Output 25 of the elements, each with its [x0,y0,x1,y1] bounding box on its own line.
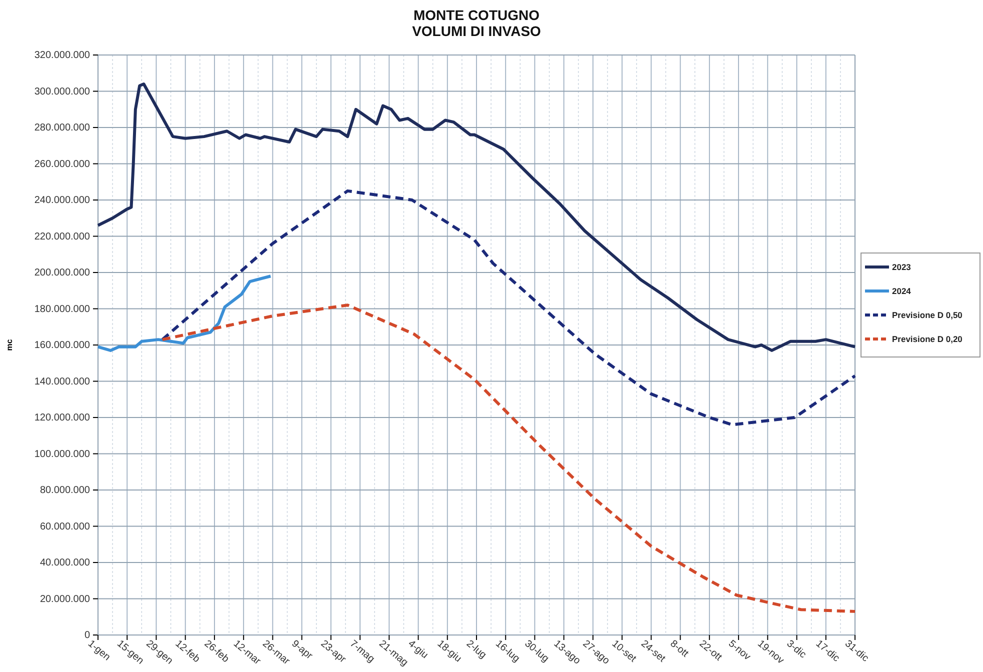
chart-title: MONTE COTUGNO VOLUMI DI INVASO [412,7,542,39]
y-tick-label: 120.000.000 [34,412,90,424]
y-tick-label: 180.000.000 [34,304,90,315]
legend-label: 2024 [892,286,912,296]
line-series [96,274,272,352]
y-tick-label: 20.000.000 [40,594,90,605]
y-tick-label: 280.000.000 [34,122,90,134]
y-tick-label: 320.000.000 [34,50,90,62]
y-tick-label: 200.000.000 [34,268,90,279]
y-tick-label: 40.000.000 [40,558,90,569]
y-tick-label: 60.000.000 [40,521,90,532]
legend-label: Previsione D 0,50 [892,310,963,320]
y-tick-label: 260.000.000 [34,158,90,170]
y-tick-label: 160.000.000 [34,340,90,352]
y-tick-label: 100.000.000 [34,448,90,460]
y-tick-label: 300.000.000 [34,86,90,98]
legend-label: Previsione D 0,20 [892,334,963,344]
y-tick-label: 240.000.000 [34,195,90,206]
y-tick-label: 80.000.000 [40,485,90,496]
y-axis-title: mc [5,338,14,351]
y-tick-label: 220.000.000 [34,231,90,242]
y-tick-label: 140.000.000 [34,376,90,388]
legend-label: 2023 [892,262,912,272]
x-tick-label: 4-giu [406,638,430,662]
y-tick-label: 0 [84,630,90,642]
